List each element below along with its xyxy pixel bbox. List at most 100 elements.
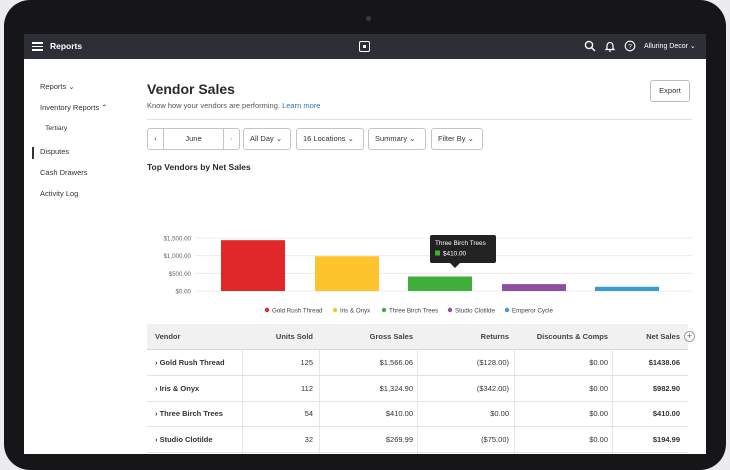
menu-icon[interactable] (32, 42, 43, 51)
locations-filter[interactable]: 16 Locations ⌄ (296, 128, 364, 150)
prev-month-button[interactable]: ‹ (148, 129, 164, 149)
sidebar-item-reports[interactable]: Reports ⌄ (40, 82, 75, 91)
legend-label: Iris & Onyx (340, 307, 371, 314)
sidebar: Reports ⌄ Inventory Reports ⌃ Tertiary D… (24, 59, 136, 454)
sidebar-item-inventory-reports[interactable]: Inventory Reports ⌃ (40, 103, 108, 112)
bar-studio-clotilde[interactable] (502, 284, 566, 291)
column-divider (417, 324, 418, 454)
sidebar-item-label: Reports (40, 82, 67, 91)
chevron-down-icon: ⌄ (467, 134, 474, 143)
app-screen: Reports ? Alluring Decor ⌄ Reports ⌄ Inv… (24, 34, 706, 454)
time-filter-label: All Day (250, 134, 274, 143)
column-divider (514, 324, 515, 454)
month-label[interactable]: June (185, 134, 202, 143)
account-name: Alluring Decor (644, 43, 688, 50)
cell-units-sold: 125 (300, 358, 313, 367)
cell-discounts-comps: $0.00 (589, 409, 608, 418)
subtitle-text: Know how your vendors are performing. (147, 101, 280, 110)
legend-swatch (504, 307, 510, 313)
legend-swatch (332, 307, 338, 313)
sidebar-item-disputes[interactable]: Disputes (40, 147, 70, 156)
legend-label: Emperor Cycle (512, 307, 553, 314)
legend-swatch (264, 307, 270, 313)
cell-net-sales: $1438.06 (648, 358, 680, 367)
cell-net-sales: $410.00 (652, 409, 680, 418)
y-tick-label: $1,000.00 (163, 253, 191, 260)
legend-swatch (381, 307, 387, 313)
cell-units-sold: 54 (304, 409, 313, 418)
search-icon[interactable] (584, 40, 596, 52)
table-row[interactable]: › Iris & Onyx 112 $1,324.90 ($342.00) $0.00 $… (147, 376, 688, 402)
view-filter-label: Summary (375, 134, 408, 143)
vendor-sales-chart: $1,500.00 $1,000.00 $500.00 $0.00 Three Birc… (163, 235, 692, 314)
y-tick-label: $500.00 (169, 271, 192, 278)
cell-net-sales: $982.90 (652, 383, 680, 393)
camera (366, 16, 371, 21)
header-gross-sales: Gross Sales (369, 332, 413, 341)
sidebar-item-cash-drawers[interactable]: Cash Drawers (40, 168, 88, 177)
bar-emperor-cycle[interactable] (595, 286, 659, 291)
cell-net-sales: $194.99 (652, 434, 680, 444)
bar-gold-rush-thread[interactable] (221, 240, 285, 291)
cell-gross-sales: $1,324.90 (379, 383, 413, 393)
header-returns: Returns (480, 332, 509, 341)
filter-by-button[interactable]: Filter By ⌄ (431, 128, 483, 150)
cell-returns: ($342.00) (476, 383, 509, 393)
chevron-up-icon: ⌃ (101, 103, 108, 112)
sidebar-item-label: Inventory Reports (40, 103, 100, 112)
table-row[interactable]: › Three Birch Trees 54 $410.00 $0.00 $0.00 $4… (147, 401, 688, 427)
bar-iris-onyx[interactable] (315, 256, 379, 291)
cell-discounts-comps: $0.00 (589, 358, 608, 367)
chevron-down-icon: ⌄ (409, 134, 416, 143)
cell-vendor: › Studio Clotilde (155, 434, 213, 444)
table-header: Vendor Units Sold Gross Sales Returns Discou… (147, 324, 688, 350)
help-icon[interactable]: ? (624, 40, 636, 52)
page-title: Vendor Sales (147, 81, 235, 97)
header-vendor: Vendor (155, 332, 181, 341)
column-divider (612, 324, 613, 454)
header-discounts-comps: Discounts & Comps (536, 332, 608, 341)
cell-units-sold: 112 (301, 383, 313, 393)
date-picker: ‹ June › (147, 128, 240, 150)
top-bar: Reports ? Alluring Decor ⌄ (24, 34, 706, 59)
legend-swatch (447, 307, 453, 313)
active-indicator (32, 147, 34, 159)
bell-icon[interactable] (604, 40, 616, 52)
y-tick-label: $1,500.00 (163, 236, 191, 243)
locations-filter-label: 16 Locations (303, 134, 346, 143)
chevron-down-icon: ⌄ (68, 82, 75, 91)
cell-returns: $0.00 (490, 409, 509, 418)
add-column-icon[interactable]: + (684, 331, 695, 342)
time-filter[interactable]: All Day ⌄ (243, 128, 291, 150)
cell-units-sold: 32 (304, 434, 313, 444)
sidebar-item-tertiary[interactable]: Tertiary (45, 125, 68, 132)
tooltip-title: Three Birch Trees (435, 240, 486, 247)
filter-by-label: Filter By (438, 134, 466, 143)
tooltip-pointer (450, 263, 460, 268)
export-button[interactable]: Export (650, 80, 690, 102)
table-row[interactable]: › Gold Rush Thread 125 $1,566.06 ($128.00) $… (147, 350, 688, 376)
tooltip-value: $410.00 (443, 251, 467, 258)
tooltip-swatch (435, 250, 440, 256)
tooltip (430, 235, 496, 263)
chevron-down-icon: ⌄ (689, 43, 696, 50)
cell-returns: ($128.00) (476, 358, 509, 367)
view-filter[interactable]: Summary ⌄ (368, 128, 426, 150)
cell-discounts-comps: $0.00 (589, 434, 608, 444)
cell-gross-sales: $1,566.06 (379, 358, 413, 367)
chevron-down-icon: ⌄ (275, 134, 283, 143)
legend-label: Three Birch Trees (389, 307, 438, 314)
cell-vendor: › Gold Rush Thread (155, 358, 225, 367)
logo-icon[interactable] (359, 41, 370, 52)
table-row[interactable]: › Studio Clotilde 32 $269.99 ($75.00) $0.00 $… (147, 427, 688, 453)
learn-more-link[interactable]: Learn more (282, 101, 321, 110)
sidebar-item-activity-log[interactable]: Activity Log (40, 189, 79, 198)
chevron-down-icon: ⌄ (347, 134, 354, 143)
account-menu[interactable]: Alluring Decor ⌄ (644, 42, 696, 50)
next-month-button[interactable]: › (223, 129, 239, 149)
cell-vendor: › Iris & Onyx (155, 383, 200, 393)
cell-gross-sales: $269.99 (385, 434, 413, 444)
divider (147, 119, 692, 120)
cell-returns: ($75.00) (481, 434, 509, 444)
bar-three-birch-trees[interactable] (408, 276, 472, 291)
